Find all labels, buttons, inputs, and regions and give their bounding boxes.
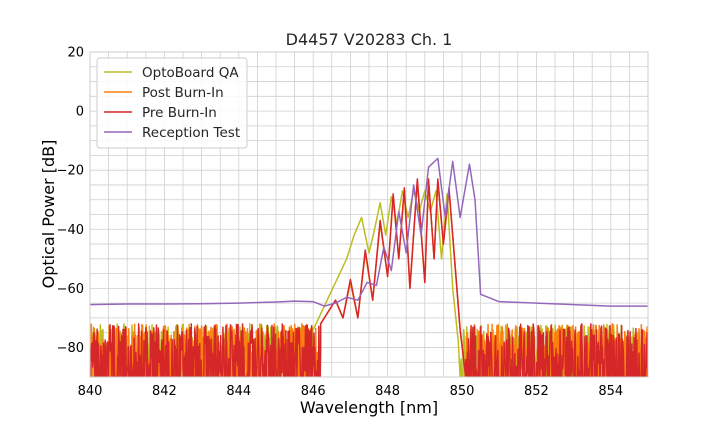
y-tick-label: −40: [57, 223, 84, 238]
x-tick-label: 842: [152, 384, 177, 399]
series-group: [90, 157, 648, 377]
chart-title: D4457 V20283 Ch. 1: [286, 30, 453, 49]
y-tick-label: −80: [57, 341, 84, 356]
legend-label-post-burn-in: Post Burn-In: [142, 85, 224, 101]
legend-label-reception-test: Reception Test: [142, 125, 240, 141]
legend-box: [96, 57, 248, 149]
legend-label-optoboard-qa: OptoBoard QA: [142, 65, 239, 81]
x-tick-label: 846: [301, 384, 326, 399]
y-tick-label: −60: [57, 282, 84, 297]
plot-frame: [89, 51, 649, 378]
x-tick-label: 840: [78, 384, 103, 399]
x-tick-label: 854: [598, 384, 623, 399]
legend: OptoBoard QA Post Burn-In Pre Burn-In Re…: [96, 57, 248, 149]
legend-label-pre-burn-in: Pre Burn-In: [142, 105, 217, 121]
y-tick-label: 20: [67, 46, 84, 61]
y-tick-label: 0: [76, 105, 84, 120]
x-tick-labels: 840 842 844 846 848 850 852 854: [78, 384, 624, 399]
y-tick-labels: 20 0 −20 −40 −60 −80: [57, 46, 84, 356]
x-tick-label: 844: [226, 384, 251, 399]
x-axis-label: Wavelength [nm]: [300, 398, 438, 417]
x-tick-label: 848: [375, 384, 400, 399]
y-axis-label: Optical Power [dB]: [39, 140, 58, 289]
x-tick-label: 852: [524, 384, 549, 399]
y-tick-label: −20: [57, 164, 84, 179]
series-line-pre-burn-in: [90, 178, 648, 377]
series-line-reception-test: [90, 157, 648, 307]
x-tick-label: 850: [450, 384, 475, 399]
